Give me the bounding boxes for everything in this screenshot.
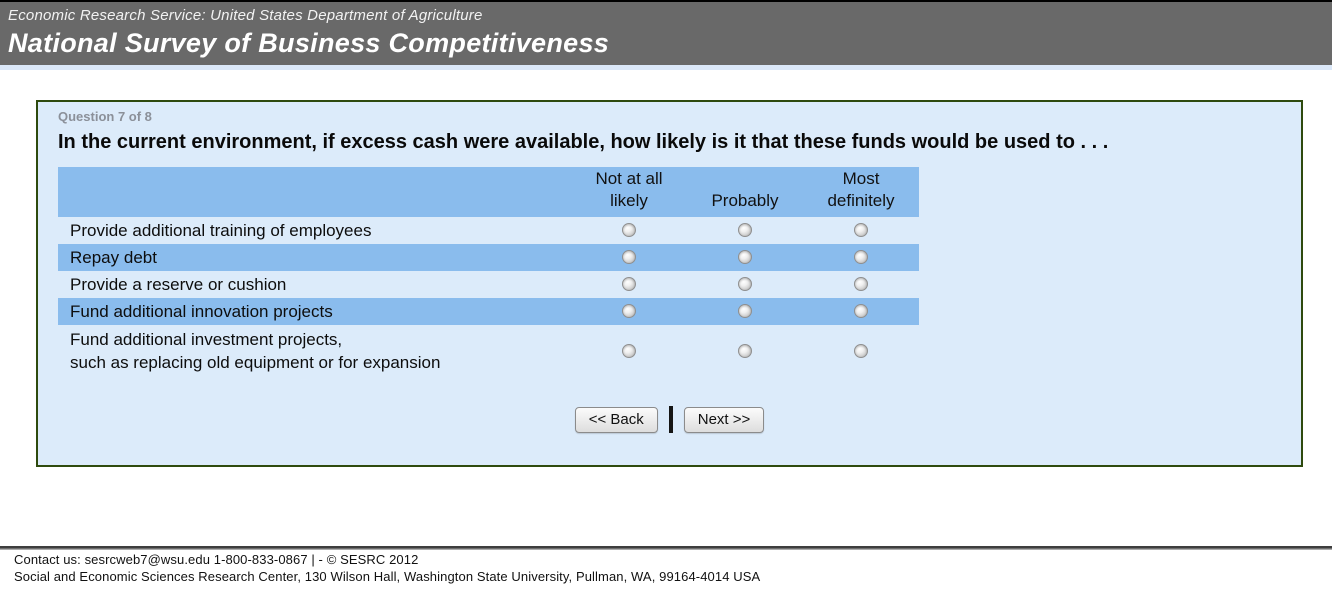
table-row: Provide a reserve or cushion xyxy=(58,271,919,298)
column-header-probably: Probably xyxy=(687,167,803,217)
button-separator xyxy=(668,406,673,433)
radio-innovation-most-definitely[interactable] xyxy=(854,304,868,319)
radio-reserve-most-definitely[interactable] xyxy=(854,277,868,292)
row-label-repay-debt: Repay debt xyxy=(70,248,157,267)
back-button[interactable]: << Back xyxy=(574,406,658,433)
row-label-innovation: Fund additional innovation projects xyxy=(70,302,333,321)
radio-training-not-at-all-likely[interactable] xyxy=(622,223,636,238)
radio-repay-debt-not-at-all-likely[interactable] xyxy=(622,250,636,265)
table-row: Fund additional innovation projects xyxy=(58,298,919,325)
radio-repay-debt-probably[interactable] xyxy=(738,250,752,265)
table-row: Fund additional investment projects, suc… xyxy=(58,325,919,377)
radio-training-probably[interactable] xyxy=(738,223,752,238)
footer-address-line: Social and Economic Sciences Research Ce… xyxy=(14,569,761,584)
column-header-label: Probably xyxy=(711,191,779,210)
radio-training-most-definitely[interactable] xyxy=(854,223,868,238)
survey-title: National Survey of Business Competitiven… xyxy=(8,28,610,58)
row-label-reserve: Provide a reserve or cushion xyxy=(70,275,287,294)
column-header-label: Most definitely xyxy=(827,169,895,210)
radio-reserve-not-at-all-likely[interactable] xyxy=(622,277,636,292)
column-header-most-definitely: Most definitely xyxy=(803,167,919,217)
matrix-header-spacer xyxy=(58,167,571,217)
matrix-header-row: Not at all likely Probably Most definite… xyxy=(58,167,919,217)
radio-repay-debt-most-definitely[interactable] xyxy=(854,250,868,265)
top-banner: Economic Research Service: United States… xyxy=(0,0,1332,65)
question-panel: Question 7 of 8 In the current environme… xyxy=(36,100,1303,467)
footer: Contact us: sesrcweb7@wsu.edu 1-800-833-… xyxy=(14,551,1322,585)
radio-investment-not-at-all-likely[interactable] xyxy=(622,343,636,358)
radio-reserve-probably[interactable] xyxy=(738,277,752,292)
question-progress: Question 7 of 8 xyxy=(58,109,152,124)
radio-investment-probably[interactable] xyxy=(738,343,752,358)
table-row: Repay debt xyxy=(58,244,919,271)
row-label-training: Provide additional training of employees xyxy=(70,221,372,240)
agency-name: Economic Research Service: United States… xyxy=(8,7,483,24)
table-row: Provide additional training of employees xyxy=(58,217,919,244)
column-header-label: Not at all likely xyxy=(595,169,663,210)
radio-innovation-probably[interactable] xyxy=(738,304,752,319)
radio-innovation-not-at-all-likely[interactable] xyxy=(622,304,636,319)
footer-divider xyxy=(0,546,1332,550)
column-header-not-at-all-likely: Not at all likely xyxy=(571,167,687,217)
radio-investment-most-definitely[interactable] xyxy=(854,343,868,358)
next-button[interactable]: Next >> xyxy=(683,406,765,433)
navigation-buttons: << Back Next >> xyxy=(58,406,1281,433)
question-text: In the current environment, if excess ca… xyxy=(58,131,1109,153)
footer-contact-line: Contact us: sesrcweb7@wsu.edu 1-800-833-… xyxy=(14,552,419,567)
banner-accent-strip xyxy=(0,65,1332,70)
answer-matrix: Not at all likely Probably Most definite… xyxy=(58,167,919,377)
row-label-investment: Fund additional investment projects, suc… xyxy=(70,330,441,372)
